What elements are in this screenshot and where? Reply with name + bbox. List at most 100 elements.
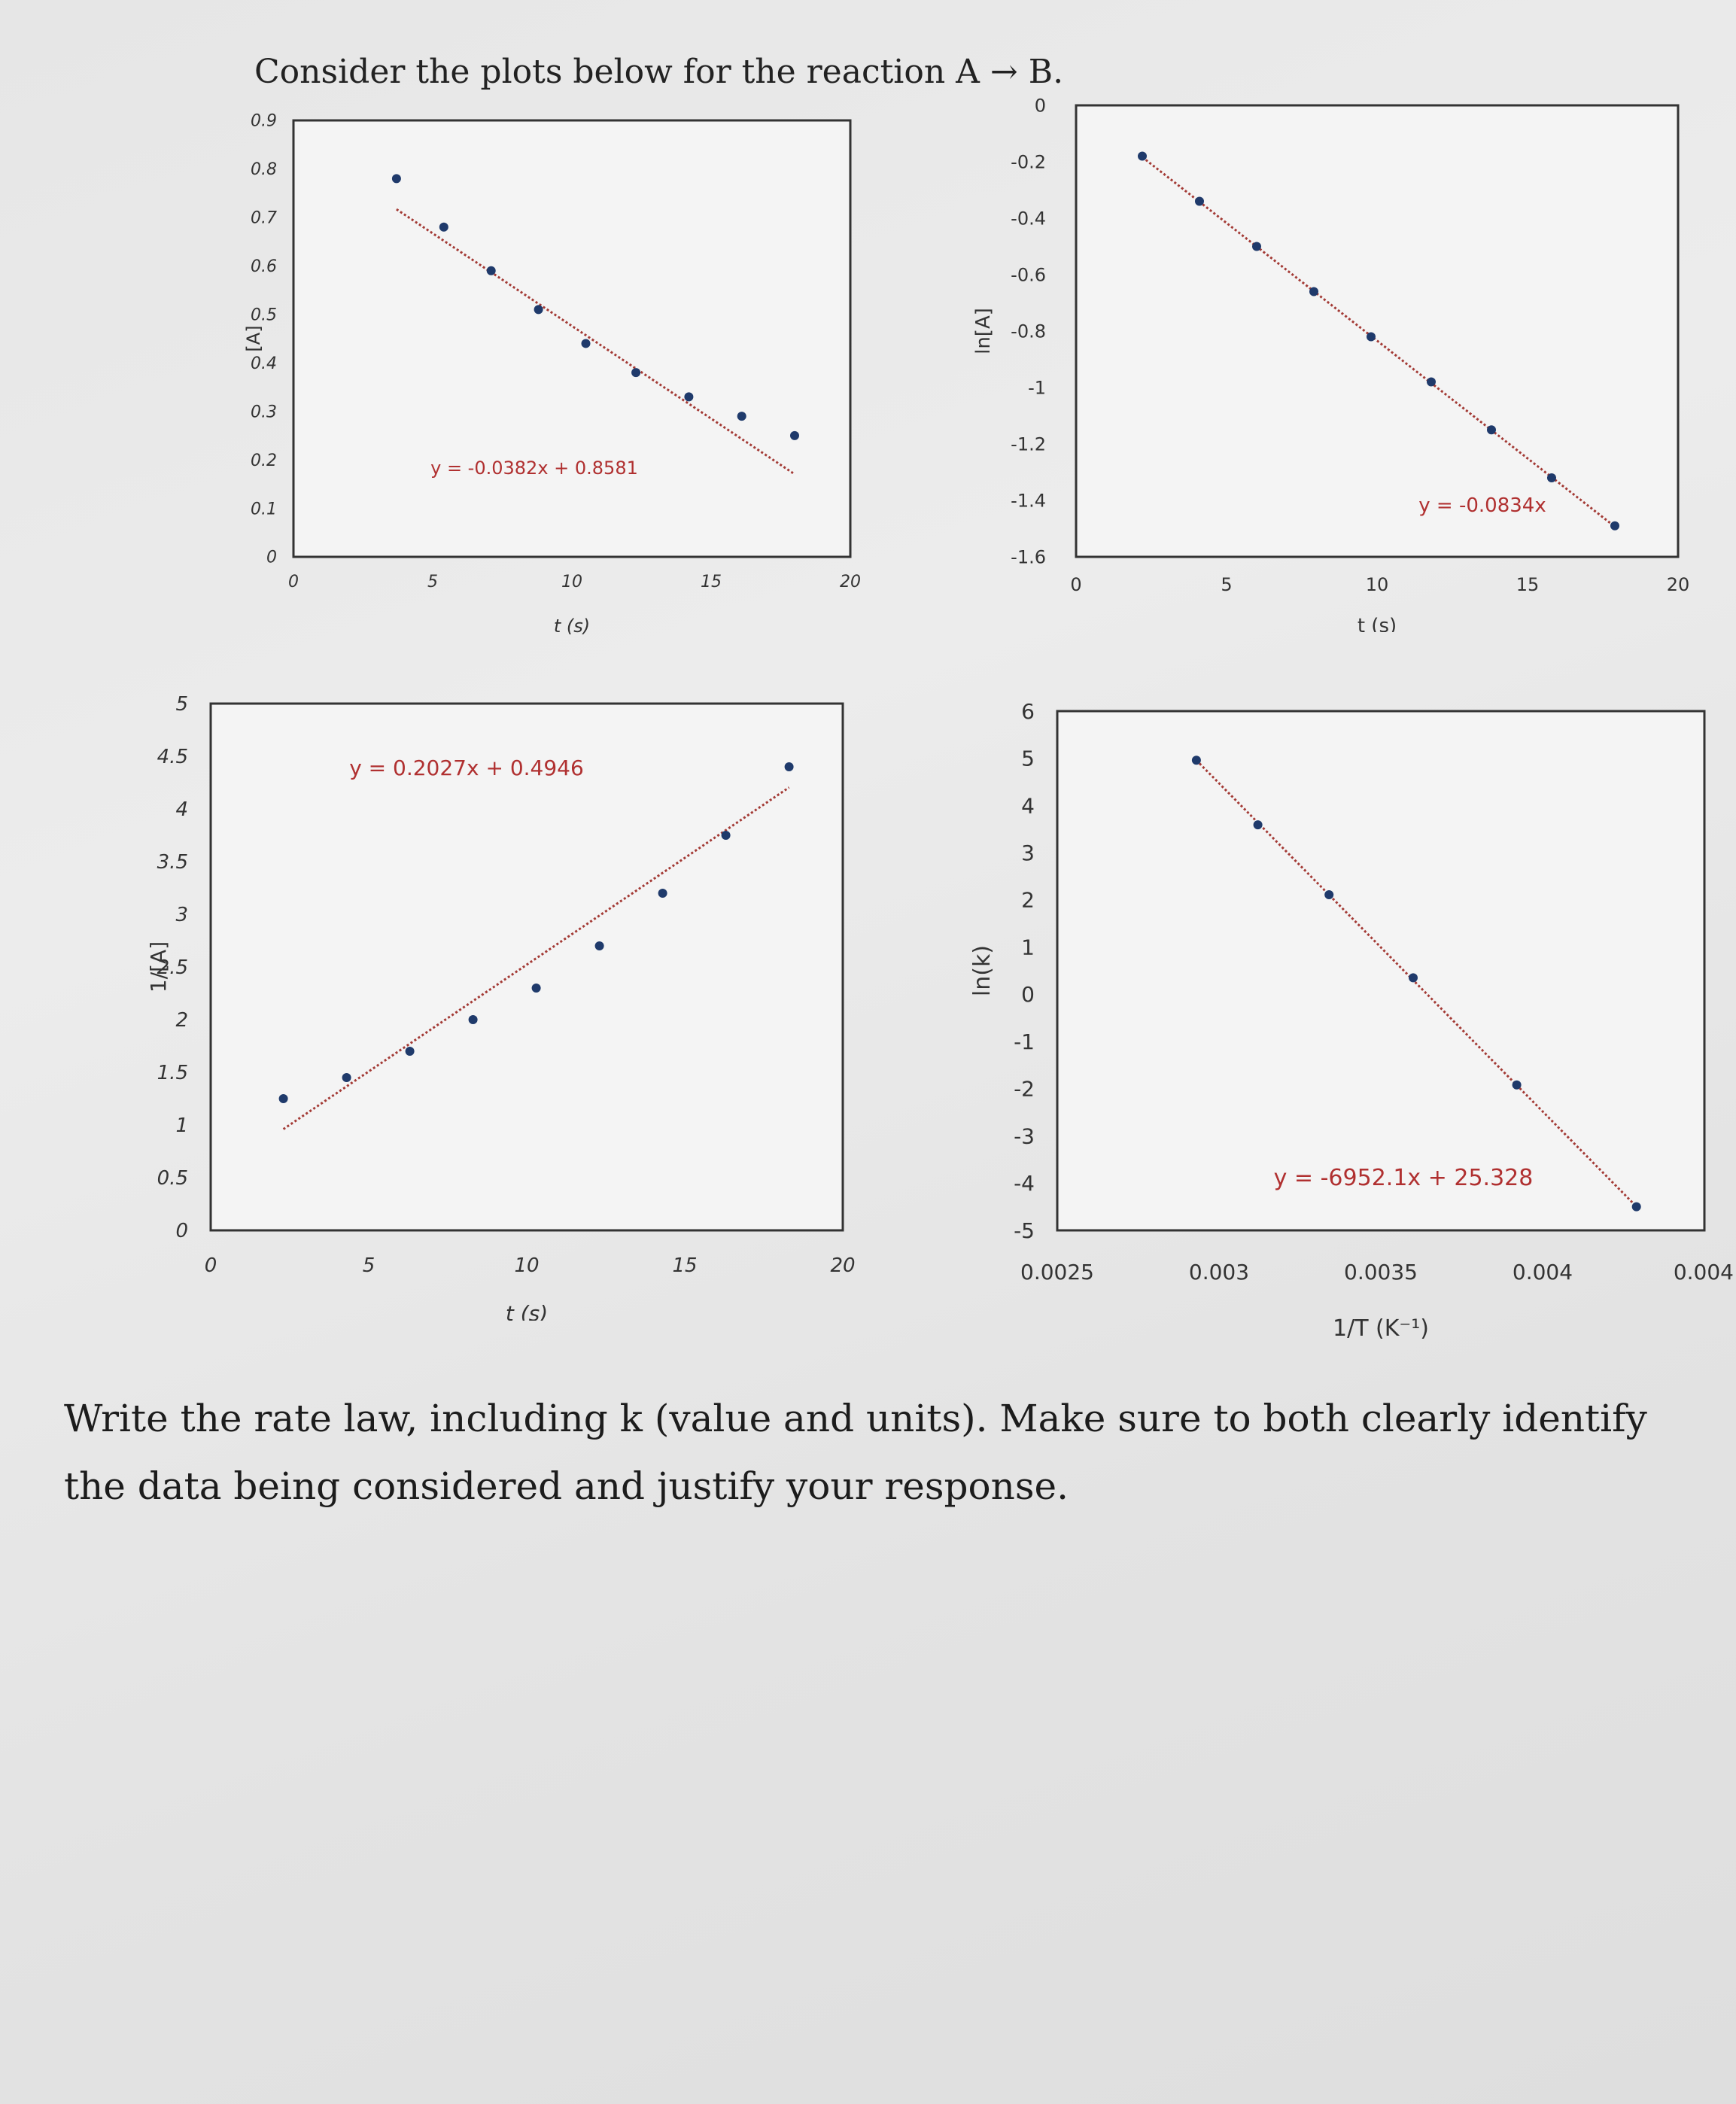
y-axis-title: [A] [243,325,264,351]
y-tick-label: 5 [175,693,188,716]
y-tick-label: 6 [1021,699,1035,724]
trendline [396,208,795,476]
y-tick-label: -2 [1014,1077,1035,1102]
y-tick-label: 0.6 [251,257,277,276]
y-tick-label: 0 [1021,982,1035,1007]
x-tick-label: 0.003 [1189,1260,1249,1285]
plot-frame [1075,104,1680,558]
data-point [486,266,496,275]
y-axis-title: ln(k) [969,945,996,996]
y-tick-label: 3 [175,904,188,926]
y-tick-label: 4 [1021,793,1035,818]
data-point [721,831,731,840]
y-tick-label: 0.4 [251,354,277,373]
x-axis-title: t (s) [1357,615,1397,632]
plot-frame [1056,710,1706,1232]
data-point [405,1047,415,1056]
trendline [1142,156,1616,528]
y-tick-label: -0.8 [1011,321,1046,342]
x-axis-title: t (s) [554,616,590,637]
x-tick-label: 10 [1366,574,1389,595]
data-point [737,412,746,421]
trendline [1195,759,1637,1208]
x-tick-label: 0 [1070,574,1081,595]
x-tick-label: 0 [288,573,299,591]
data-point [631,368,641,378]
y-axis-title: ln[A] [972,308,995,354]
y-tick-label: 1 [175,1114,188,1137]
y-tick-label: 2.5 [157,956,188,979]
y-tick-label: -0.2 [1011,151,1046,172]
data-point [684,392,694,402]
x-tick-label: 0.0035 [1344,1260,1418,1285]
x-tick-label: 15 [1516,574,1540,595]
plot-frame [209,702,844,1232]
y-tick-label: 0.7 [251,209,277,228]
trendline-equation: y = 0.2027x + 0.4946 [349,756,584,780]
x-tick-label: 5 [427,573,438,591]
x-tick-label: 20 [840,573,861,591]
data-point [1253,820,1263,830]
y-tick-label: 0.9 [251,112,277,131]
data-point [391,174,401,184]
y-tick-label: -1.2 [1011,433,1046,455]
y-tick-label: 0.3 [251,403,277,421]
x-tick-label: 20 [1667,574,1690,595]
data-point [1610,521,1619,531]
plot-frame [292,119,852,558]
y-tick-label: 2 [175,1009,188,1032]
y-tick-label: -3 [1014,1123,1035,1148]
data-point [1512,1080,1522,1090]
y-tick-label: -4 [1014,1171,1035,1196]
chart-concentration-vs-time: 0 0.1 0.2 0.3 0.4 0.5 0.6 0.7 0.8 0.9 0 5 10 15 20 t (s… [243,112,861,637]
y-tick-label: -1 [1014,1029,1035,1054]
x-tick-label: 5 [1221,574,1232,595]
x-tick-label: 20 [830,1254,855,1277]
data-point [1487,425,1496,435]
y-axis-title: 1/[A] [146,941,171,993]
data-point [1409,973,1418,983]
trendline-equation: y = -0.0382x + 0.8581 [430,458,638,479]
chart-ln-concentration-vs-time: -1.6 -1.4 -1.2 -1 -0.8 -0.6 -0.4 -0.2 0 0 5 10 15 20 t… [972,95,1690,632]
y-tick-label: 0.2 [251,452,277,470]
x-tick-label: 5 [363,1254,375,1277]
y-tick-label: 0 [1035,95,1046,116]
y-tick-label: 0 [266,549,277,567]
y-tick-label: 2 [1021,888,1035,913]
y-tick-label: 5 [1021,746,1035,771]
data-point [658,889,667,898]
y-tick-label: 3 [1021,841,1035,865]
data-point [278,1094,288,1103]
y-tick-label: -0.4 [1011,208,1046,229]
y-tick-label: -0.6 [1011,264,1046,285]
data-point [1252,242,1261,251]
data-point [1138,151,1147,161]
y-tick-label: 1.5 [157,1062,188,1084]
y-tick-label: 0.5 [157,1167,188,1190]
x-tick-label: 10 [561,573,582,591]
y-tick-label: -1.6 [1011,546,1046,567]
chart-inverse-concentration-vs-time: 0 0.5 1 1.5 2 2.5 3 3.5 4 4.5 5 0 5 10 15 20 t (s) 1/[A] y… [146,693,856,1321]
x-tick-label: 0 [205,1254,217,1277]
y-tick-label: -1 [1028,377,1046,398]
y-tick-label: -5 [1014,1218,1035,1243]
x-tick-label: 15 [701,573,722,591]
y-tick-label: 0 [175,1220,188,1242]
data-point [1191,756,1201,765]
data-point [1427,377,1436,387]
page-heading: Consider the plots below for the reactio… [254,53,1064,91]
data-point [439,222,448,232]
y-tick-label: 3.5 [157,851,188,874]
x-axis-title: 1/T (K⁻¹) [1333,1315,1429,1342]
x-tick-label: 15 [672,1254,697,1277]
y-tick-label: 4.5 [157,746,188,768]
data-point [1195,196,1204,206]
x-axis-title: t (s) [506,1301,548,1321]
data-point [1367,332,1376,342]
x-tick-label: 0.004 [1513,1260,1573,1285]
y-tick-label: 0.5 [251,306,277,324]
data-point [1324,890,1334,900]
trendline-equation: y = -0.0834x [1418,494,1546,517]
x-tick-label: 10 [514,1254,539,1277]
data-point [1547,473,1556,482]
